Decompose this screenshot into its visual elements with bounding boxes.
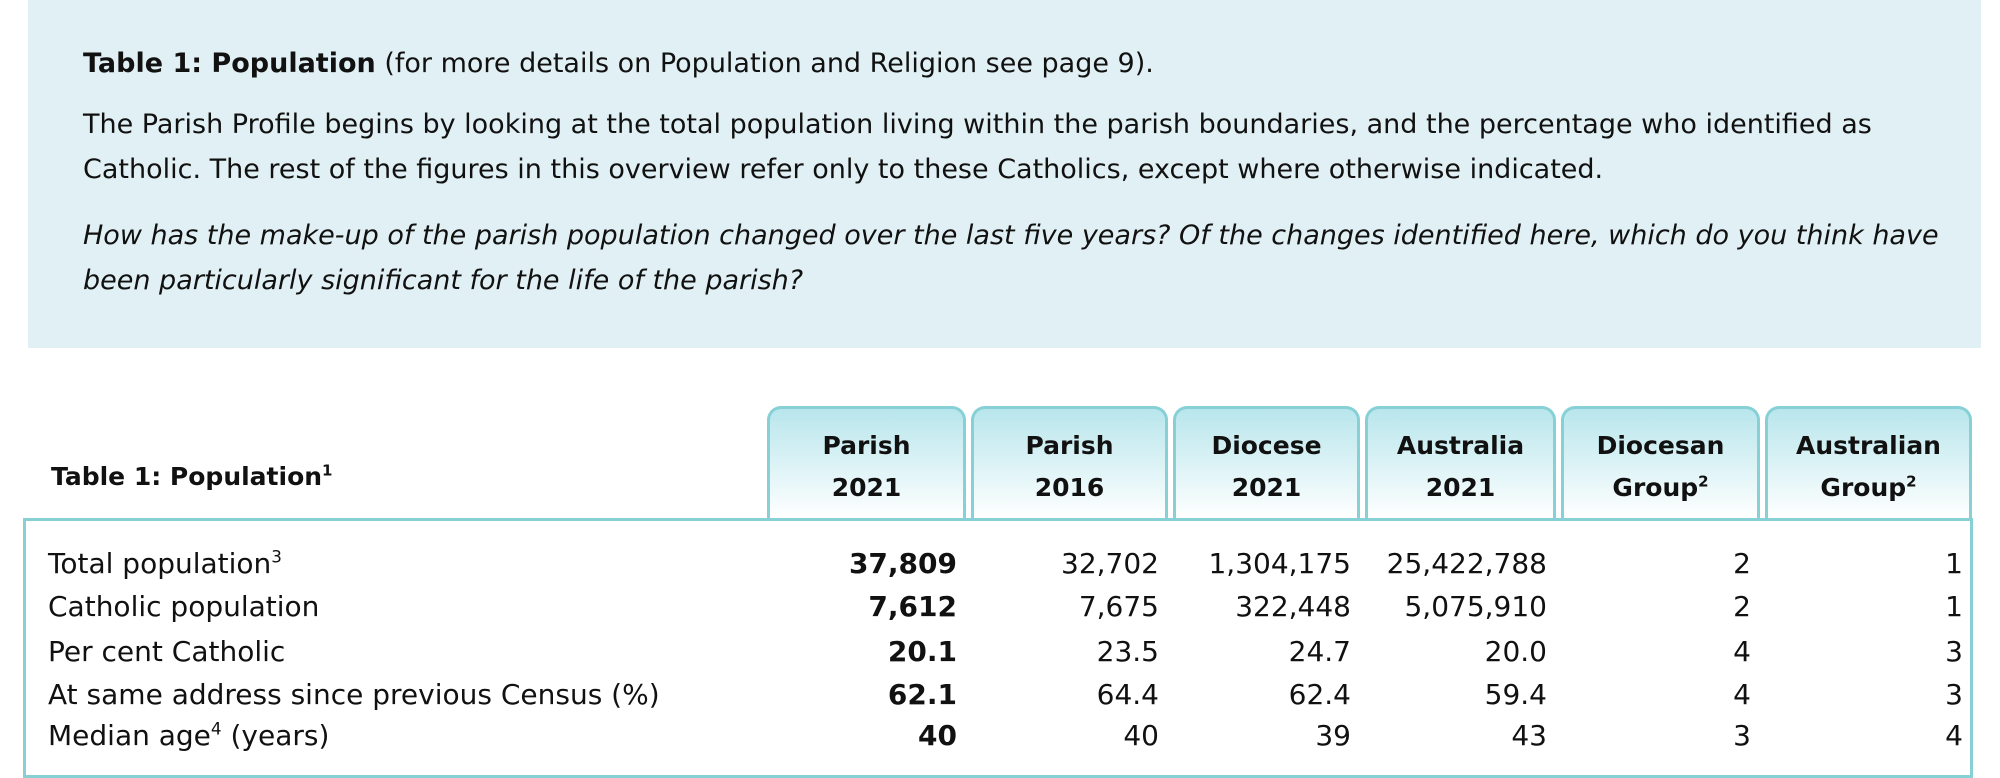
table-cell: 2 — [1733, 590, 1751, 623]
intro-title: Table 1: Population — [83, 48, 376, 79]
column-header: Diocese 2021 — [1173, 406, 1360, 518]
header-text: Parish — [1025, 431, 1114, 460]
table-cell: 25,422,788 — [1386, 547, 1547, 580]
column-header: Parish 2021 — [767, 406, 966, 518]
table-cell: 32,702 — [1061, 547, 1159, 580]
row-label-sup: 4 — [210, 718, 222, 739]
row-label-sup: 3 — [271, 546, 282, 567]
column-header-line: Australian — [1768, 425, 1969, 467]
header-text: 2021 — [831, 473, 902, 502]
column-header-line: 2021 — [1368, 467, 1553, 509]
column-header-line: Australia — [1368, 425, 1553, 467]
column-header: Australian Group2 — [1765, 406, 1972, 518]
row-label: At same address since previous Census (%… — [48, 678, 660, 711]
row-label: Per cent Catholic — [48, 635, 285, 668]
intro-question: How has the make-up of the parish popula… — [83, 220, 1939, 296]
header-text: Diocese — [1211, 431, 1322, 460]
row-label-text: Catholic population — [48, 590, 320, 623]
table-cell: 37,809 — [848, 547, 957, 580]
header-text: 2021 — [1231, 473, 1302, 502]
table-cell: 43 — [1511, 719, 1547, 752]
table-cell: 4 — [1945, 719, 1963, 752]
column-header-line: 2021 — [1176, 467, 1357, 509]
intro-paragraph: The Parish Profile begins by looking at … — [83, 109, 1872, 185]
header-sup: 2 — [1906, 472, 1917, 491]
table-cell: 1,304,175 — [1208, 547, 1351, 580]
row-label: Total population3 — [48, 547, 282, 580]
column-header-line: Parish — [770, 425, 963, 467]
table-cell: 59.4 — [1484, 678, 1547, 711]
column-header-line: Diocese — [1176, 425, 1357, 467]
column-header-line: 2016 — [974, 467, 1165, 509]
header-sup: 2 — [1698, 472, 1709, 491]
header-text: 2016 — [1034, 473, 1105, 502]
header-text: Group — [1612, 473, 1699, 502]
row-label-text: Total population — [48, 547, 272, 580]
intro-box — [28, 0, 1981, 348]
table-cell: 40 — [918, 719, 957, 752]
table-cell: 40 — [1123, 719, 1159, 752]
header-text: Australian — [1796, 431, 1941, 460]
row-label-text: Median age — [48, 719, 211, 752]
header-text: Diocesan — [1596, 431, 1725, 460]
table-cell: 322,448 — [1235, 590, 1351, 623]
table-cell: 2 — [1733, 547, 1751, 580]
column-header: Diocesan Group2 — [1561, 406, 1760, 518]
table-cell: 4 — [1733, 635, 1751, 668]
header-text: Parish — [822, 431, 911, 460]
table-cell: 62.4 — [1288, 678, 1351, 711]
table-cell: 20.0 — [1484, 635, 1547, 668]
table-cell: 7,675 — [1078, 590, 1159, 623]
intro-title-rest: (for more details on Population and Reli… — [384, 48, 1154, 79]
table-cell: 20.1 — [887, 635, 957, 668]
row-label-text: At same address since previous Census (%… — [48, 678, 660, 711]
table-cell: 3 — [1945, 635, 1963, 668]
intro-title-line: Table 1: Population (for more details on… — [83, 41, 1943, 86]
table-cell: 24.7 — [1288, 635, 1351, 668]
column-header-line: 2021 — [770, 467, 963, 509]
table-cell: 23.5 — [1096, 635, 1159, 668]
column-header-line: Parish — [974, 425, 1165, 467]
column-header: Australia 2021 — [1365, 406, 1556, 518]
table-cell: 1 — [1945, 590, 1963, 623]
table-cell: 4 — [1733, 678, 1751, 711]
table-cell: 3 — [1945, 678, 1963, 711]
row-label: Catholic population — [48, 590, 319, 623]
column-header-line: Group2 — [1564, 467, 1757, 509]
table-cell: 39 — [1315, 719, 1351, 752]
header-text: Group — [1820, 473, 1907, 502]
caption-text: Table 1: Population — [51, 462, 323, 491]
table-cell: 62.1 — [887, 678, 957, 711]
header-text: 2021 — [1425, 473, 1496, 502]
table-cell: 1 — [1945, 547, 1963, 580]
row-label-after: (years) — [221, 719, 330, 752]
table-caption: Table 1: Population1 — [51, 462, 332, 491]
page: {"intro":{"title":"Table 1: Population",… — [23, 0, 1981, 778]
header-text: Australia — [1396, 431, 1525, 460]
table-cell: 3 — [1733, 719, 1751, 752]
caption-sup: 1 — [322, 461, 333, 480]
table-cell: 64.4 — [1096, 678, 1159, 711]
column-header-line: Group2 — [1768, 467, 1969, 509]
row-label-text: Per cent Catholic — [48, 635, 286, 668]
column-header-line: Diocesan — [1564, 425, 1757, 467]
table-cell: 5,075,910 — [1404, 590, 1547, 623]
column-header: Parish 2016 — [971, 406, 1168, 518]
table-cell: 7,612 — [868, 590, 957, 623]
row-label: Median age4 (years) — [48, 719, 329, 752]
